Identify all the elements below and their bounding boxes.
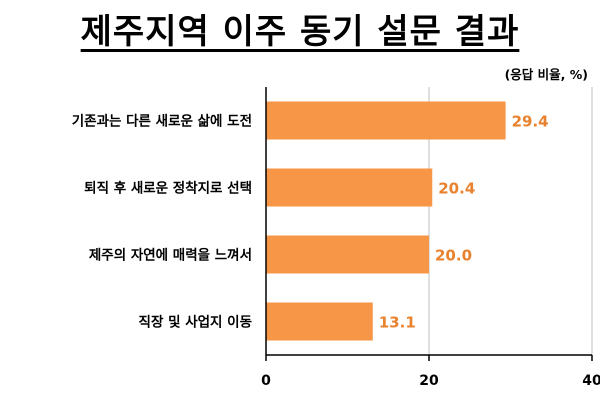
- data-label: 29.4: [512, 113, 549, 131]
- category-label: 직장 및 사업지 이동: [139, 314, 252, 331]
- bar: [266, 168, 433, 207]
- x-tick-label: 0: [261, 373, 271, 389]
- x-tick-label: 20: [419, 373, 439, 389]
- category-label: 제주의 자연에 매력을 느껴서: [89, 247, 252, 264]
- bar: [266, 302, 373, 341]
- category-label: 기존과는 다른 새로운 삶에 도전: [72, 113, 252, 130]
- data-label: 13.1: [379, 314, 416, 332]
- data-label: 20.4: [438, 180, 475, 198]
- data-label: 20.0: [435, 247, 472, 265]
- bar: [266, 101, 506, 140]
- bar: [266, 235, 429, 274]
- unit-label: (응답 비율, %): [504, 67, 588, 82]
- x-tick-label: 40: [582, 373, 600, 389]
- chart-title: 제주지역 이주 동기 설문 결과: [80, 12, 520, 52]
- category-label: 퇴직 후 새로운 정착지로 선택: [84, 180, 252, 197]
